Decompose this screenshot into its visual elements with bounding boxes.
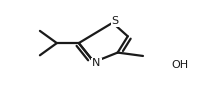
Text: N: N <box>92 58 101 68</box>
Text: OH: OH <box>172 60 189 70</box>
Text: S: S <box>112 16 119 26</box>
